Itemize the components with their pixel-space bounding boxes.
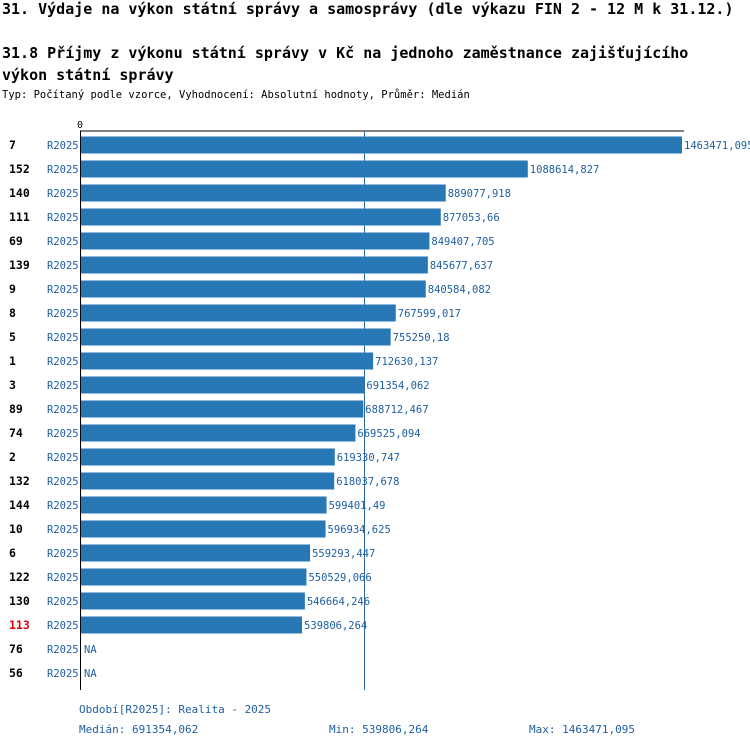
value-label: 845677,637: [430, 260, 493, 272]
period-label: R2025: [47, 332, 79, 344]
bar: [80, 616, 303, 634]
value-label: 596934,625: [328, 524, 391, 536]
period-label: R2025: [47, 284, 79, 296]
bar: [80, 568, 307, 586]
bar: [80, 520, 326, 538]
period-label: R2025: [47, 164, 79, 176]
bar: [80, 544, 311, 562]
value-label: 877053,66: [443, 212, 500, 224]
footer-max: Max: 1463471,095: [529, 723, 635, 736]
category-label: 2: [9, 450, 16, 464]
period-label: R2025: [47, 188, 79, 200]
bar: [80, 280, 426, 298]
axis-zero-label: 0: [77, 120, 83, 131]
period-label: R2025: [47, 236, 79, 248]
category-label: 1: [9, 354, 16, 368]
period-label: R2025: [47, 260, 79, 272]
value-label: 546664,246: [307, 596, 370, 608]
category-label: 56: [9, 666, 23, 680]
value-label: NA: [84, 644, 97, 656]
category-label: 10: [9, 522, 23, 536]
category-label: 3: [9, 378, 16, 392]
category-label: 132: [9, 474, 30, 488]
period-label: R2025: [47, 500, 79, 512]
period-label: R2025: [47, 620, 79, 632]
value-label: 559293,447: [312, 548, 375, 560]
bar: [80, 208, 441, 226]
bar: [80, 304, 396, 322]
period-label: R2025: [47, 476, 79, 488]
page-title: 31. Výdaje na výkon státní správy a samo…: [2, 0, 734, 18]
bar: [80, 376, 365, 394]
period-label: R2025: [47, 428, 79, 440]
period-label: R2025: [47, 644, 79, 656]
footer-period: Období[R2025]: Realita - 2025: [79, 703, 272, 716]
category-label: 113: [9, 618, 30, 632]
value-label: 669525,094: [357, 428, 420, 440]
value-label: 1088614,827: [530, 164, 600, 176]
value-label: 840584,082: [428, 284, 491, 296]
bar: [80, 184, 446, 202]
period-label: R2025: [47, 668, 79, 680]
period-label: R2025: [47, 524, 79, 536]
value-label: NA: [84, 668, 97, 680]
bar: [80, 472, 335, 490]
value-label: 712630,137: [375, 356, 438, 368]
bar: [80, 424, 356, 442]
category-label: 152: [9, 162, 30, 176]
value-label: 550529,066: [308, 572, 371, 584]
period-label: R2025: [47, 380, 79, 392]
footer-min: Min: 539806,264: [329, 723, 429, 736]
value-label: 755250,18: [393, 332, 450, 344]
category-label: 122: [9, 570, 30, 584]
bar: [80, 496, 327, 514]
category-label: 5: [9, 330, 16, 344]
bar: [80, 400, 364, 418]
bar: [80, 328, 391, 346]
period-label: R2025: [47, 548, 79, 560]
category-label: 144: [9, 498, 30, 512]
value-label: 889077,918: [448, 188, 511, 200]
chart-title: 31.8 Příjmy z výkonu státní správy v Kč …: [2, 44, 689, 84]
category-label: 9: [9, 282, 16, 296]
footer-median: Medián: 691354,062: [79, 723, 199, 736]
bar: [80, 448, 335, 466]
period-label: R2025: [47, 404, 79, 416]
category-label: 139: [9, 258, 30, 272]
category-label: 7: [9, 138, 16, 152]
category-label: 140: [9, 186, 30, 200]
value-label: 599401,49: [329, 500, 386, 512]
chart-info: Typ: Počítaný podle vzorce, Vyhodnocení:…: [2, 89, 470, 101]
bar: [80, 592, 305, 610]
category-label: 74: [9, 426, 23, 440]
period-label: R2025: [47, 572, 79, 584]
value-label: 619330,747: [337, 452, 400, 464]
category-label: 69: [9, 234, 23, 248]
category-label: 111: [9, 210, 30, 224]
period-label: R2025: [47, 140, 79, 152]
value-label: 691354,062: [366, 380, 429, 392]
bar: [80, 160, 528, 178]
period-label: R2025: [47, 452, 79, 464]
value-label: 849407,705: [431, 236, 494, 248]
value-label: 1463471,095: [684, 140, 750, 152]
period-label: R2025: [47, 356, 79, 368]
category-label: 76: [9, 642, 23, 656]
value-label: 539806,264: [304, 620, 367, 632]
category-label: 8: [9, 306, 16, 320]
category-label: 89: [9, 402, 23, 416]
period-label: R2025: [47, 212, 79, 224]
period-label: R2025: [47, 596, 79, 608]
value-label: 618037,678: [336, 476, 399, 488]
bar: [80, 352, 374, 370]
category-label: 130: [9, 594, 30, 608]
value-label: 767599,017: [398, 308, 461, 320]
bar: [80, 136, 682, 154]
bar: [80, 232, 430, 250]
value-label: 688712,467: [365, 404, 428, 416]
bar: [80, 256, 428, 274]
period-label: R2025: [47, 308, 79, 320]
category-label: 6: [9, 546, 16, 560]
